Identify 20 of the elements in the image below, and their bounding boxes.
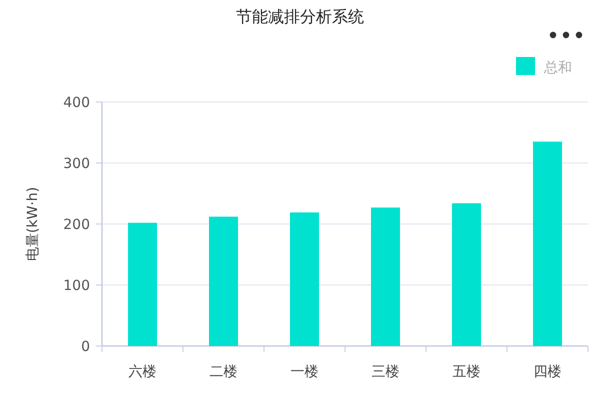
x-tick-label: 六楼 <box>128 364 156 380</box>
bar <box>371 208 400 346</box>
y-axis-title: 电量(kW·h) <box>25 186 41 262</box>
bar <box>128 222 157 346</box>
x-tick-label: 四楼 <box>534 364 562 380</box>
y-tick-label: 200 <box>63 217 90 233</box>
legend-label: 总和 <box>543 60 572 76</box>
chart-title: 节能减排分析系统 <box>236 7 364 26</box>
x-tick-label: 三楼 <box>372 364 400 380</box>
bar <box>533 142 562 346</box>
bar <box>452 203 481 346</box>
x-tick-label: 一楼 <box>290 364 318 380</box>
bar <box>290 212 319 346</box>
bar <box>209 216 238 346</box>
y-tick-label: 300 <box>63 156 90 172</box>
x-tick-label: 五楼 <box>452 364 480 380</box>
x-tick-label: 二楼 <box>210 364 238 380</box>
y-tick-label: 0 <box>81 339 90 355</box>
y-tick-label: 400 <box>63 95 90 111</box>
y-tick-label: 100 <box>63 278 90 294</box>
